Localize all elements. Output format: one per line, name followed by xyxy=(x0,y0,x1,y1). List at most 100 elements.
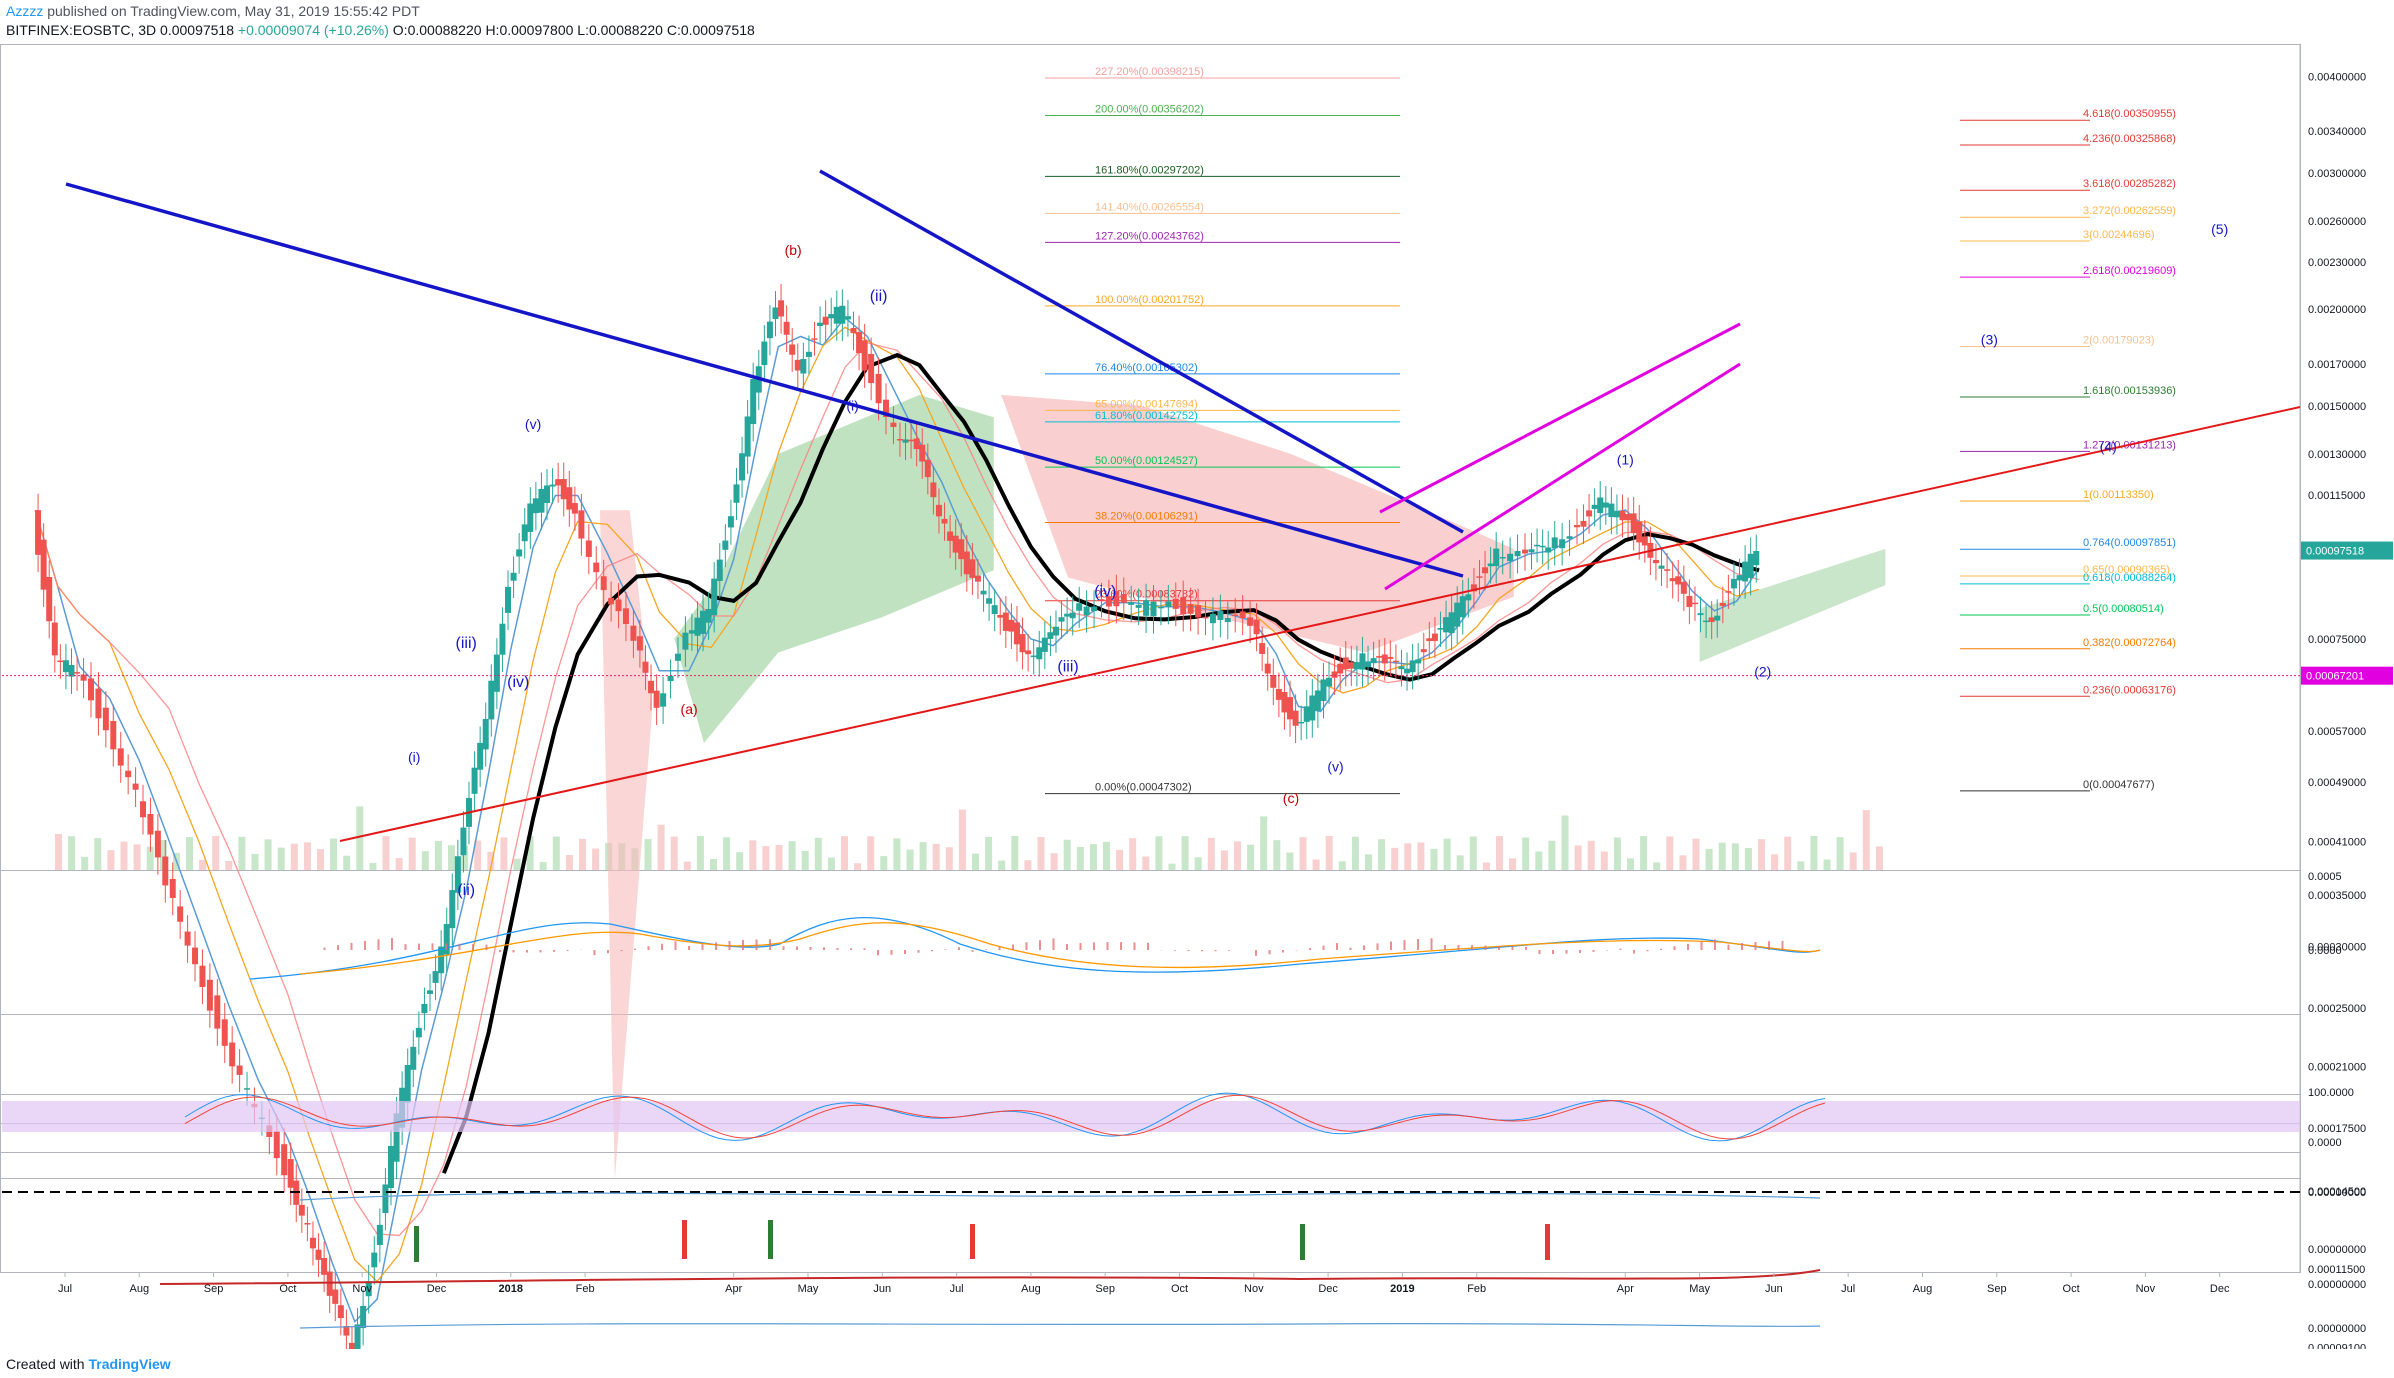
macd-hist-bar xyxy=(1565,950,1568,954)
marker-price-badge xyxy=(2301,666,2393,685)
symbol-label: BITFINEX:EOSBTC, 3D xyxy=(6,22,157,38)
footer: Created with TradingView xyxy=(6,1356,171,1372)
close-value: C:0.00097518 xyxy=(666,22,755,38)
volume-bar xyxy=(1168,863,1176,870)
candle-body xyxy=(493,654,500,692)
volume-bar xyxy=(880,856,888,870)
candle-body xyxy=(739,453,746,481)
candle-body xyxy=(244,1088,251,1090)
price-tick-label: 0.00014500 xyxy=(2308,1186,2366,1198)
osc4-tick: 0.00000000 xyxy=(2308,1323,2366,1335)
macd-hist-bar xyxy=(809,946,812,950)
macd-hist-bar xyxy=(1700,941,1703,950)
macd-hist-bar xyxy=(998,946,1001,950)
macd-hist-bar xyxy=(1741,943,1743,950)
macd-hist-bar xyxy=(1754,942,1757,950)
time-axis-label: Jun xyxy=(873,1283,891,1295)
candle-body xyxy=(941,518,948,524)
macd-hist-bar xyxy=(863,948,866,950)
time-axis-label: Feb xyxy=(576,1283,595,1295)
time-axis-label: May xyxy=(798,1283,819,1295)
volume-bar xyxy=(55,834,62,870)
candle-body xyxy=(1664,569,1671,571)
ma-black-line xyxy=(442,352,1760,1174)
candle-body xyxy=(499,623,506,655)
volume-bar xyxy=(1561,815,1569,870)
volume-bar xyxy=(238,836,246,870)
candle-body xyxy=(1719,603,1726,606)
candle-body xyxy=(622,608,629,624)
price-tick-label: 0.00017500 xyxy=(2308,1123,2366,1135)
osc2-tick: 0.00000000 xyxy=(2308,1244,2366,1256)
macd-hist-bar xyxy=(1417,939,1419,950)
candle-body xyxy=(488,680,495,720)
author-name[interactable]: Azzzz xyxy=(6,3,44,19)
time-axis-label: 2019 xyxy=(1390,1283,1414,1295)
macd-hist-bar xyxy=(1363,945,1365,950)
price-tick-label: 0.00400000 xyxy=(2308,71,2366,83)
candle-body xyxy=(1551,537,1558,549)
macd-hist-bar xyxy=(701,944,704,950)
volume-bar xyxy=(1535,851,1543,870)
candle-body xyxy=(154,830,161,858)
fib-level-label: 65.00%(0.00147694) xyxy=(1095,398,1198,410)
candle-body xyxy=(890,422,897,427)
candle-body xyxy=(1476,576,1483,578)
candle-body xyxy=(1120,593,1127,603)
candle-body xyxy=(1150,601,1157,617)
macd-hist-bar xyxy=(1066,944,1068,950)
candle-body xyxy=(1187,604,1194,614)
candle-body xyxy=(593,562,600,573)
candle-body xyxy=(1387,656,1394,659)
macd-hist-bar xyxy=(566,950,569,951)
candle-body xyxy=(1320,679,1327,702)
candle-body xyxy=(206,979,213,1011)
macd-hist-bar xyxy=(647,946,650,950)
candle-body xyxy=(110,721,117,750)
tradingview-logo[interactable]: TradingView xyxy=(88,1356,171,1372)
candle-body xyxy=(1041,637,1048,652)
candle-body xyxy=(1680,581,1687,594)
macd-hist-bar xyxy=(836,947,839,950)
candle-body xyxy=(482,718,489,750)
candle-body xyxy=(348,1342,355,1349)
volume-bar xyxy=(1731,843,1739,870)
chart-area[interactable]: 0.00400000 0.00340000 0.00300000 0.00260000… xyxy=(0,44,2394,1349)
macd-hist-bar xyxy=(769,939,771,950)
volume-bar xyxy=(1613,837,1621,870)
candle-body xyxy=(1431,633,1438,641)
price-tick-label: 0.00030000 xyxy=(2308,942,2366,954)
price-tick-label: 0.00150000 xyxy=(2308,401,2366,413)
candle-body xyxy=(214,995,221,1029)
volume-bar xyxy=(723,837,731,870)
macd-hist-bar xyxy=(323,947,326,950)
candle-body xyxy=(1091,606,1098,612)
fib-level-label: 0.00%(0.00047302) xyxy=(1095,782,1192,794)
candle-body xyxy=(1652,559,1659,564)
volume-bar xyxy=(212,836,220,870)
candle-body xyxy=(1742,561,1749,582)
price-tick-label: 0.00230000 xyxy=(2308,257,2366,269)
volume-bar xyxy=(1273,840,1281,870)
volume-bar xyxy=(1574,845,1582,870)
osc3-tick: 0.00000000 xyxy=(2308,1279,2366,1291)
fib-level-label: 227.20%(0.00398215) xyxy=(1095,66,1204,78)
candle-body xyxy=(516,549,523,557)
candle-body xyxy=(722,540,729,550)
volume-bar xyxy=(1653,862,1661,870)
volume-bar xyxy=(1456,855,1464,870)
time-axis-label: Dec xyxy=(2210,1283,2230,1295)
candle-body xyxy=(660,693,667,707)
candle-body xyxy=(471,767,478,794)
candle-body xyxy=(850,328,857,334)
last-price-text: 0.00097518 xyxy=(2306,546,2364,558)
candle-body xyxy=(162,856,169,886)
time-axis-label: Sep xyxy=(1987,1283,2007,1295)
volume-bar xyxy=(159,839,167,870)
candle-body xyxy=(1448,612,1455,634)
candle-body xyxy=(1514,550,1521,557)
macd-hist-bar xyxy=(512,950,515,953)
time-axis-label: Jul xyxy=(1841,1283,1855,1295)
price-tick-label: 0.00025000 xyxy=(2308,1003,2366,1015)
macd-hist-bar xyxy=(404,944,407,950)
